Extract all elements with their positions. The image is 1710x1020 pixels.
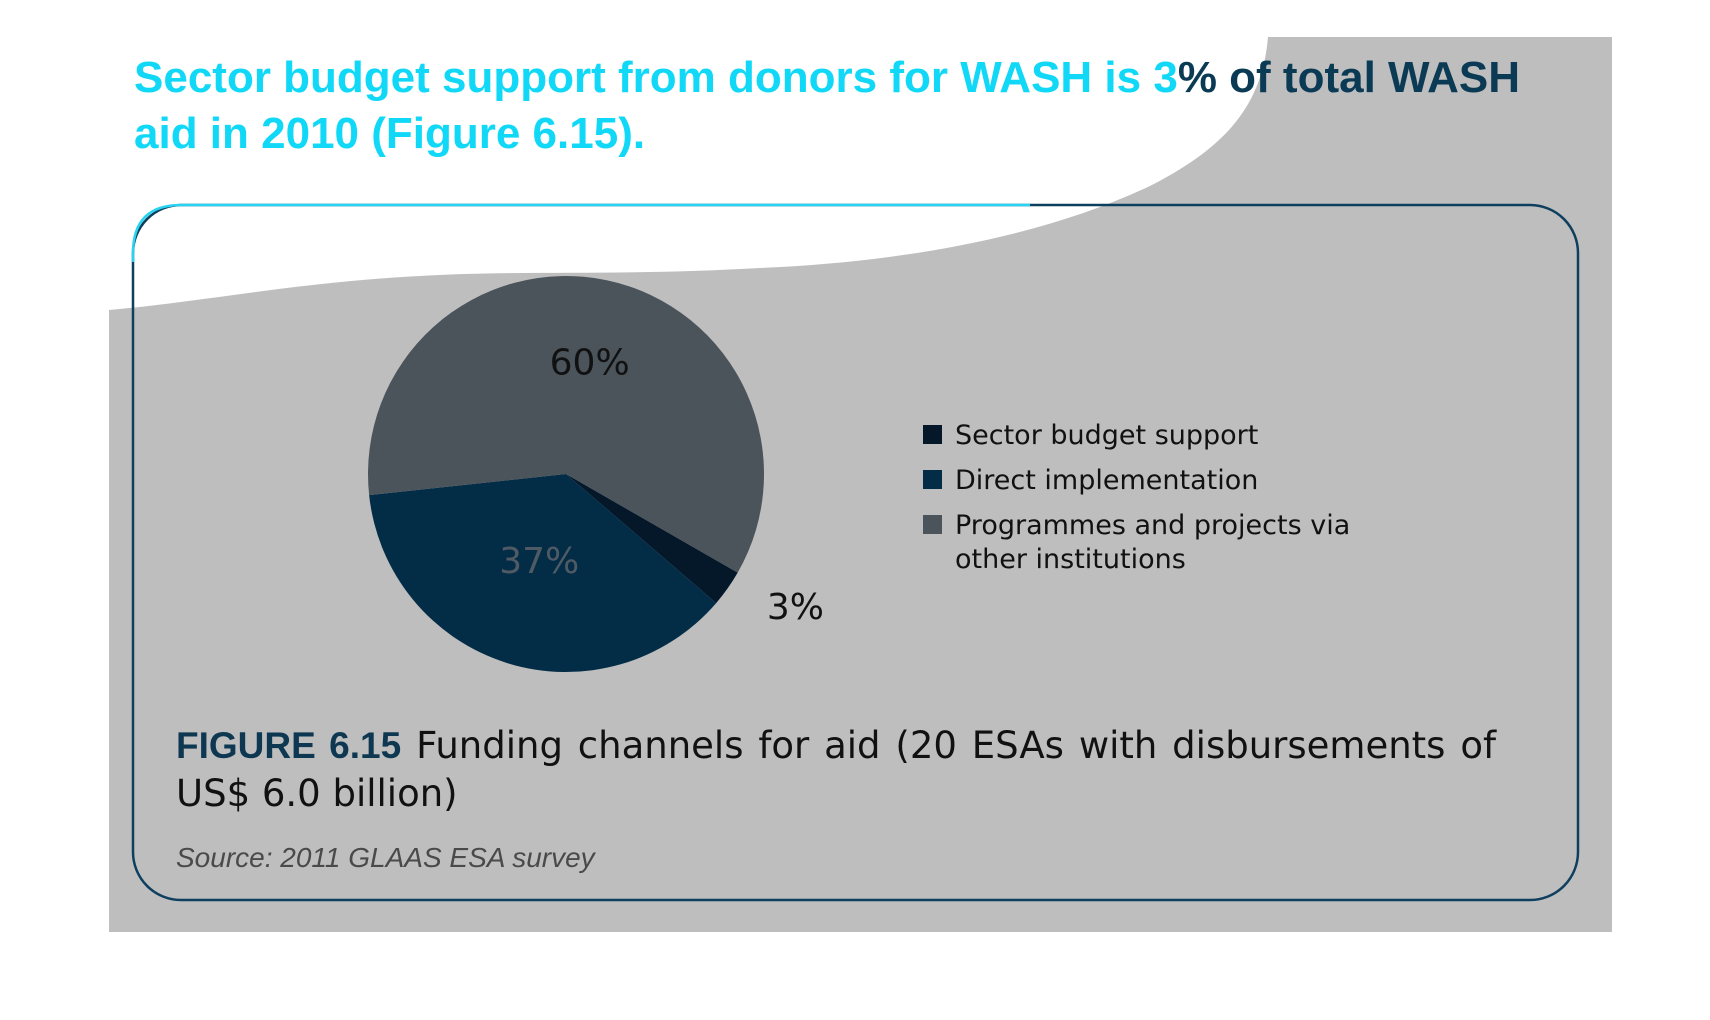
figure-caption-text: Funding channels for aid (20 ESAs with d… xyxy=(176,724,1496,815)
headline-part-light: Sector budget support from donors for WA… xyxy=(134,53,1178,102)
figure-frame-top-edge xyxy=(131,203,1030,262)
pie-slice-sector-budget-support xyxy=(566,474,738,604)
figure-label: FIGURE 6.15 xyxy=(176,725,402,766)
white-blob xyxy=(0,0,1268,310)
legend-swatch-2 xyxy=(923,470,942,489)
legend-label-3-line-2: other institutions xyxy=(955,544,1186,575)
legend-swatch-1 xyxy=(923,425,942,444)
legend-label-1: Sector budget support xyxy=(955,420,1258,451)
headline-part-dark: % of total WASH xyxy=(1177,53,1521,102)
headline-line2: aid in 2010 (Figure 6.15). xyxy=(134,109,646,158)
legend-label-3-line-1: Programmes and projects via xyxy=(955,510,1350,541)
pie-label-37pct: 37% xyxy=(499,541,579,582)
figure-source: Source: 2011 GLAAS ESA survey xyxy=(176,842,595,873)
legend-swatch-3 xyxy=(923,515,942,534)
chart-legend: Sector budget support Direct implementati… xyxy=(923,420,1350,575)
pie-slice-programmes-and-projects-via-other-institutions xyxy=(368,275,764,573)
pie-label-60pct: 60% xyxy=(550,342,630,383)
pie-label-3pct: 3% xyxy=(767,587,824,628)
figure-caption: FIGURE 6.15 Funding channels for aid (20… xyxy=(176,722,1496,818)
pie-chart: 3% 37% 60% xyxy=(368,275,824,673)
pie-slice-direct-implementation xyxy=(369,474,717,673)
legend-label-2: Direct implementation xyxy=(955,465,1258,496)
headline: Sector budget support from donors for WA… xyxy=(134,50,1594,162)
